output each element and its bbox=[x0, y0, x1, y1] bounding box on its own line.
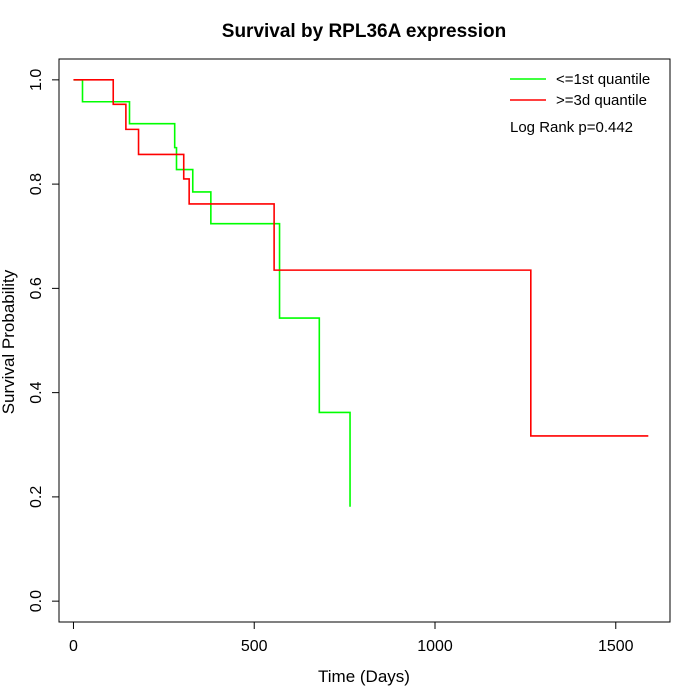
x-tick-label: 0 bbox=[69, 638, 78, 655]
x-tick-label: 1000 bbox=[417, 638, 453, 655]
y-tick-label: 0.8 bbox=[28, 173, 45, 195]
chart-title: Survival by RPL36A expression bbox=[222, 21, 506, 42]
x-axis-label: Time (Days) bbox=[318, 667, 410, 686]
series-layer bbox=[73, 79, 649, 507]
legend-label-high: >=3d quantile bbox=[556, 92, 647, 109]
legend: <=1st quantile >=3d quantile bbox=[510, 71, 650, 109]
legend-label-low: <=1st quantile bbox=[556, 71, 650, 88]
y-tick-label: 0.4 bbox=[28, 381, 45, 403]
x-axis: 0 500 1000 1500 bbox=[69, 621, 634, 655]
x-tick-label: 1500 bbox=[598, 638, 634, 655]
plot-frame bbox=[58, 58, 671, 623]
y-tick-label: 1.0 bbox=[28, 69, 45, 91]
y-tick-label: 0.2 bbox=[28, 486, 45, 508]
y-axis: 0.0 0.2 0.4 0.6 0.8 1.0 bbox=[28, 69, 60, 612]
y-tick-label: 0.0 bbox=[28, 590, 45, 612]
survival-curve-low bbox=[73, 79, 351, 507]
survival-curve-high bbox=[73, 79, 649, 437]
log-rank-annotation: Log Rank p=0.442 bbox=[510, 119, 633, 136]
x-tick-label: 500 bbox=[241, 638, 268, 655]
y-axis-label: Survival Probability bbox=[0, 269, 18, 414]
y-tick-label: 0.6 bbox=[28, 277, 45, 299]
